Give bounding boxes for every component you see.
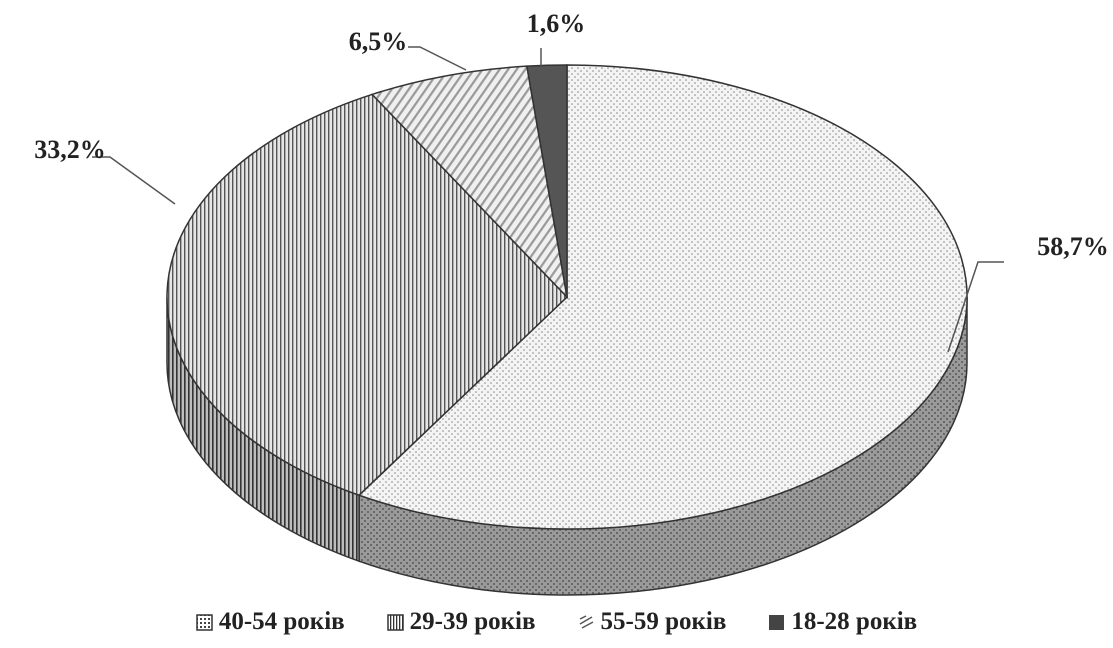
data-labels: 58,7% 33,2% 6,5% 1,6% (34, 9, 1109, 353)
pie-slice-2 (370, 65, 569, 300)
legend-swatch-solid-icon (769, 614, 785, 630)
leader-line-0 (947, 261, 1004, 353)
legend-item-40-54: 40-54 років (196, 608, 345, 636)
legend: 40-54 років 29-39 років 55-59 років 18-2… (0, 604, 1113, 640)
legend-swatch-dots-icon (196, 613, 213, 631)
data-label-0: 58,7% (1037, 232, 1109, 261)
leader-line-1 (92, 156, 176, 205)
pie-slice-1 (166, 93, 569, 497)
data-label-1: 33,2% (34, 135, 106, 164)
legend-swatch-diagonal-icon (579, 614, 593, 629)
legend-item-29-39: 29-39 років (386, 608, 536, 636)
pie-group (166, 64, 968, 596)
data-label-2: 6,5% (349, 27, 408, 56)
legend-swatch-vertical-lines-icon (386, 613, 404, 631)
data-label-3: 1,6% (527, 9, 586, 38)
legend-label: 29-39 років (409, 608, 536, 635)
legend-label: 55-59 років (600, 608, 727, 635)
legend-item-18-28: 18-28 років (768, 608, 917, 636)
pie-slice-3 (525, 64, 568, 298)
pie-slice-0 (357, 64, 968, 530)
legend-item-55-59: 55-59 років (578, 608, 727, 636)
legend-label: 18-28 років (791, 608, 918, 635)
legend-label: 40-54 років (218, 608, 345, 635)
leader-line-2 (408, 46, 467, 71)
